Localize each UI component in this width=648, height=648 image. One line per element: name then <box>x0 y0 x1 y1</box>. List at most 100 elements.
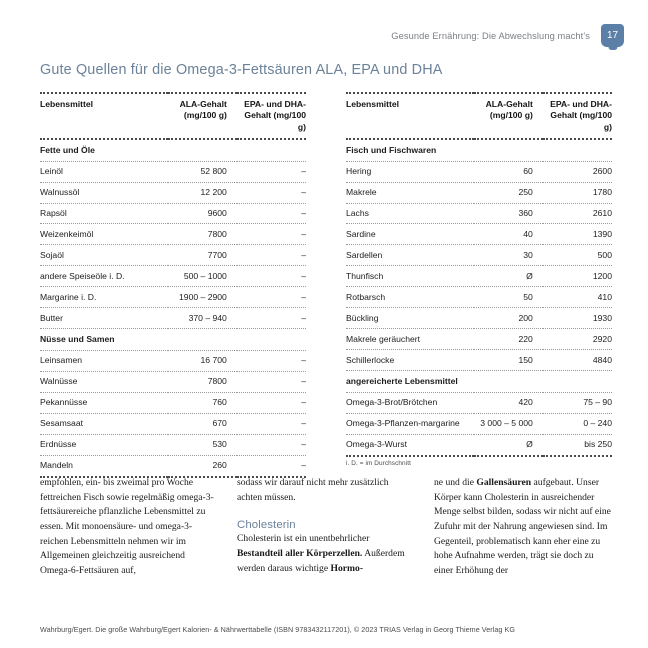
table-block-title: Gute Quellen für die Omega-3-Fettsäuren … <box>40 62 443 78</box>
body-paragraph-1: empfohlen, ein- bis zweimal pro Woche fe… <box>40 477 214 577</box>
cell-food: Sesamsaat <box>40 413 168 435</box>
col-header-food: Lebensmittel <box>346 91 474 141</box>
cell-food: Leinsamen <box>40 350 168 372</box>
cell-epa-dha: 0 – 240 <box>542 413 612 435</box>
col-header-ala: ALA-Gehalt (mg/100 g) <box>473 91 543 141</box>
table-row: Bückling 200 1930 <box>346 307 612 330</box>
col-header-epa-line2: Gehalt (mg/100 g) <box>244 110 306 132</box>
table-row: Makrele geräuchert 220 2920 <box>346 328 612 351</box>
running-head-title: Gesunde Ernährung: Die Abwechslung macht… <box>391 30 590 41</box>
table-row: Sesamsaat 670– <box>40 413 306 435</box>
cell-food: Pekannüsse <box>40 392 168 414</box>
cell-ala: 50 <box>473 286 543 309</box>
body-paragraph-3: Cholesterin ist ein unentbehrlicher Best… <box>237 532 415 576</box>
cell-epa-dha: – <box>236 307 306 330</box>
body-paragraph-2: sodass wir darauf nicht mehr zusätzlich … <box>237 477 389 503</box>
cell-ala: 30 <box>473 244 543 267</box>
table-row: Thunfisch Ø 1200 <box>346 265 612 288</box>
table-group-row: Nüsse und Samen <box>40 328 306 351</box>
omega3-table-left: Lebensmittel ALA-Gehalt (mg/100 g) EPA- … <box>40 91 306 478</box>
cell-food: Sojaöl <box>40 244 168 267</box>
table-row: Pekannüsse 760– <box>40 392 306 414</box>
cell-food: Bückling <box>346 307 474 330</box>
cell-food: Makrele geräuchert <box>346 328 474 351</box>
cell-food: Thunfisch <box>346 265 474 288</box>
table-row: Leinsamen 16 700– <box>40 350 306 372</box>
cell-food: Leinöl <box>40 161 168 183</box>
table-group-row: angereicherte Lebensmittel <box>346 370 612 393</box>
cell-ala: Ø <box>473 265 543 288</box>
cell-food: Lachs <box>346 203 474 225</box>
col-header-food: Lebensmittel <box>40 91 168 141</box>
cell-epa-dha: 2610 <box>542 203 612 225</box>
table-row: Mandeln 260– <box>40 455 306 478</box>
left-table-body: Fette und Öle Leinöl 52 800– Walnussöl 12 20… <box>40 139 306 478</box>
cell-epa-dha: – <box>236 371 306 393</box>
page-number-badge: 17 <box>601 24 624 47</box>
body-column-1: empfohlen, ein- bis zweimal pro Woche fe… <box>40 476 218 579</box>
table-row: Sardine 40 1390 <box>346 223 612 246</box>
cell-epa-dha: bis 250 <box>542 434 612 457</box>
text-run-bold: Bestandteil aller Körperzellen. <box>237 548 363 560</box>
cell-epa-dha: 1780 <box>542 182 612 204</box>
cell-ala: 220 <box>473 328 543 351</box>
omega3-table-right: Lebensmittel ALA-Gehalt (mg/100 g) EPA- … <box>346 91 612 457</box>
table-row: Butter 370 – 940– <box>40 307 306 330</box>
cell-food: Sardellen <box>346 244 474 267</box>
cell-food: Butter <box>40 307 168 330</box>
cell-food: Sardine <box>346 223 474 246</box>
table-row: Leinöl 52 800– <box>40 161 306 183</box>
cell-epa-dha: – <box>236 350 306 372</box>
left-table-wrapper: Lebensmittel ALA-Gehalt (mg/100 g) EPA- … <box>40 91 306 478</box>
table-group-label: Nüsse und Samen <box>40 328 306 351</box>
cell-ala: 760 <box>167 392 237 414</box>
col-header-ala-line1: ALA-Gehalt <box>485 99 533 109</box>
section-heading-cholesterin: Cholesterin <box>237 519 296 532</box>
text-run: und die <box>443 477 477 488</box>
col-header-ala: ALA-Gehalt (mg/100 g) <box>167 91 237 141</box>
cell-food: Mandeln <box>40 455 168 478</box>
text-run: ne <box>434 477 444 488</box>
cell-ala: 200 <box>473 307 543 330</box>
cell-epa-dha: – <box>236 182 306 204</box>
col-header-ala-line2: (mg/100 g) <box>489 110 533 121</box>
table-row: Lachs 360 2610 <box>346 203 612 225</box>
col-header-epa-line2: Gehalt (mg/100 g) <box>550 110 612 132</box>
cell-epa-dha: – <box>236 392 306 414</box>
cell-epa-dha: – <box>236 286 306 309</box>
body-paragraph-4: ne und die Gallensäuren aufgebaut. Unser… <box>434 476 612 579</box>
cell-ala: 60 <box>473 161 543 183</box>
table-header-row: Lebensmittel ALA-Gehalt (mg/100 g) EPA- … <box>40 91 306 141</box>
cell-epa-dha: – <box>236 455 306 478</box>
table-row: Walnüsse 7800– <box>40 371 306 393</box>
table-head: Lebensmittel ALA-Gehalt (mg/100 g) EPA- … <box>40 91 306 141</box>
cell-epa-dha: 410 <box>542 286 612 309</box>
table-row: Makrele 250 1780 <box>346 182 612 204</box>
table-row: Omega-3-Brot/Brötchen 420 75 – 90 <box>346 392 612 414</box>
cell-epa-dha: 1200 <box>542 265 612 288</box>
cell-food: Omega-3-Pflanzen-margarine <box>346 413 474 435</box>
table-group-label: Fette und Öle <box>40 139 306 162</box>
cell-ala: 16 700 <box>167 350 237 372</box>
cell-food: Erdnüsse <box>40 434 168 456</box>
cell-ala: 530 <box>167 434 237 456</box>
running-head: Gesunde Ernährung: Die Abwechslung macht… <box>391 24 624 47</box>
cell-food: Makrele <box>346 182 474 204</box>
cell-food: Margarine i. D. <box>40 286 168 309</box>
cell-ala: 150 <box>473 349 543 372</box>
cell-food: andere Speiseöle i. D. <box>40 265 168 288</box>
table-row: andere Speiseöle i. D. 500 – 1000– <box>40 265 306 288</box>
text-run: Außerdem werden daraus wichtige <box>237 548 405 574</box>
cell-food: Walnussöl <box>40 182 168 204</box>
col-header-epa-line1: EPA- und DHA- <box>550 99 612 109</box>
cell-epa-dha: 4840 <box>542 349 612 372</box>
table-header-row: Lebensmittel ALA-Gehalt (mg/100 g) EPA- … <box>346 91 612 141</box>
body-columns: empfohlen, ein- bis zweimal pro Woche fe… <box>40 476 613 579</box>
cell-epa-dha: – <box>236 244 306 267</box>
cell-ala: 12 200 <box>167 182 237 204</box>
table-row: Sardellen 30 500 <box>346 244 612 267</box>
body-column-2: sodass wir darauf nicht mehr zusätzlich … <box>237 476 415 579</box>
cell-epa-dha: 500 <box>542 244 612 267</box>
table-group-row: Fette und Öle <box>40 139 306 162</box>
